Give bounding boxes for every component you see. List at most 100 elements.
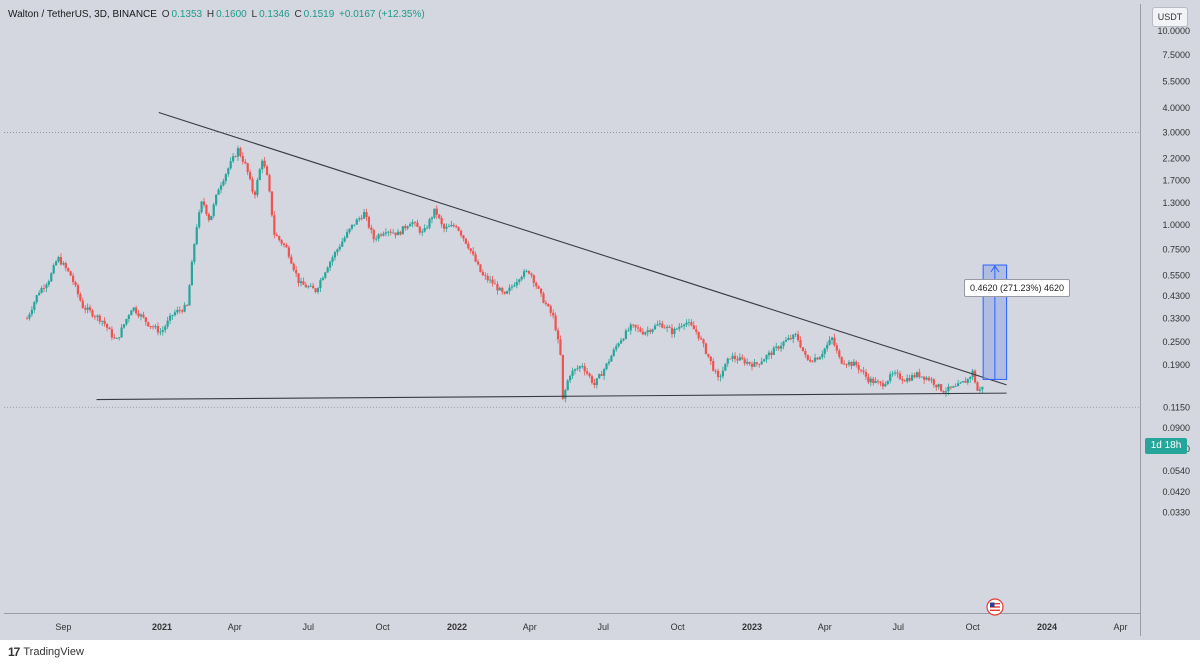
candle: [416, 219, 419, 227]
candle: [445, 223, 448, 232]
candle: [566, 379, 569, 391]
candle: [166, 316, 169, 329]
high-label: H: [206, 9, 215, 20]
price-tick-label: 0.0420: [1162, 487, 1190, 497]
candle: [353, 224, 356, 227]
candle: [547, 303, 550, 308]
trendline[interactable]: [158, 112, 1007, 386]
candle: [493, 279, 497, 285]
candle: [813, 353, 817, 363]
candle: [282, 242, 286, 248]
candle: [661, 320, 664, 329]
candle: [646, 326, 649, 337]
candle: [525, 269, 528, 273]
symbol-legend: Walton / TetherUS, 3D, BINANCE O 0.1353 H…: [8, 9, 427, 20]
candle: [697, 331, 700, 341]
candle: [297, 273, 300, 287]
candle: [712, 358, 715, 372]
candle: [506, 290, 509, 295]
candle: [600, 370, 603, 376]
candle: [629, 322, 632, 335]
price-tick-label: 0.4300: [1162, 291, 1190, 301]
candle: [658, 319, 661, 328]
candle: [222, 178, 225, 187]
candle: [302, 277, 305, 285]
us-flag-icon[interactable]: [986, 598, 1004, 616]
candle: [190, 259, 194, 286]
candle: [583, 362, 586, 376]
candle: [581, 363, 584, 369]
candle: [50, 272, 53, 283]
candle: [835, 343, 838, 354]
symbol-title[interactable]: Walton / TetherUS, 3D, BINANCE: [8, 9, 157, 20]
candle: [639, 326, 642, 333]
candle: [299, 277, 303, 287]
candle: [826, 341, 829, 352]
candle: [966, 378, 969, 385]
trendline[interactable]: [96, 392, 1007, 401]
candle: [200, 200, 203, 214]
candle: [491, 276, 494, 287]
candle: [724, 363, 727, 371]
brand-logo[interactable]: 17 TradingView: [8, 645, 84, 659]
candle: [699, 335, 703, 341]
time-axis[interactable]: Sep 2021 Apr Jul Oct 2022 Apr Jul Oct 2023 Apr Jul O…: [4, 613, 1140, 637]
candle: [178, 306, 181, 314]
candle: [624, 328, 628, 340]
axis-separator: [4, 613, 1140, 614]
candle: [513, 282, 516, 288]
candle: [256, 177, 259, 198]
candle: [413, 220, 417, 227]
candle: [355, 218, 358, 225]
price-axis[interactable]: 10.0000 7.5000 5.5000 4.0000 3.0000 2.2000 1.7…: [1140, 4, 1196, 634]
candle: [741, 354, 744, 361]
candle: [767, 350, 771, 360]
currency-badge[interactable]: USDT: [1152, 7, 1188, 27]
candle: [755, 361, 758, 367]
candle: [290, 254, 293, 265]
candle: [668, 325, 671, 329]
candle: [687, 318, 691, 327]
candle: [467, 241, 470, 250]
candle: [789, 334, 792, 341]
candle: [576, 365, 579, 371]
close-label: C: [294, 9, 302, 20]
candle: [549, 304, 552, 317]
candle: [976, 381, 979, 391]
candle: [843, 359, 846, 365]
measure-arrow-head: [990, 265, 1000, 273]
candle: [779, 342, 783, 352]
candle: [125, 318, 128, 326]
candle: [760, 357, 763, 365]
candle: [42, 284, 46, 293]
candle: [556, 327, 560, 344]
chart-frame[interactable]: 10.0000 7.5000 5.5000 4.0000 3.0000 2.2000 1.7…: [0, 0, 1200, 640]
candle: [202, 197, 206, 208]
price-tick-label: 1.3000: [1162, 198, 1190, 208]
candle: [743, 356, 746, 366]
candle: [425, 224, 429, 230]
candle: [619, 337, 623, 345]
candle: [379, 232, 383, 238]
candle: [872, 376, 875, 386]
candle: [792, 333, 795, 344]
time-tick-label: Apr: [228, 622, 242, 632]
change-value: +0.0167 (+12.35%): [339, 9, 425, 20]
price-tick-label: 0.1150: [1163, 402, 1190, 412]
candle: [336, 248, 339, 256]
candle: [852, 359, 855, 366]
candle: [862, 366, 865, 375]
candle: [644, 331, 647, 336]
candle: [775, 342, 778, 352]
candle: [118, 337, 121, 341]
price-chart[interactable]: [4, 4, 1140, 613]
candle: [680, 323, 683, 329]
candle: [205, 204, 208, 217]
candle: [224, 173, 227, 185]
candle: [212, 202, 215, 219]
candle: [704, 342, 708, 355]
price-tick-label: 3.0000: [1162, 127, 1190, 137]
candle: [527, 270, 531, 275]
candle: [309, 283, 312, 288]
time-tick-label: Oct: [966, 622, 981, 632]
